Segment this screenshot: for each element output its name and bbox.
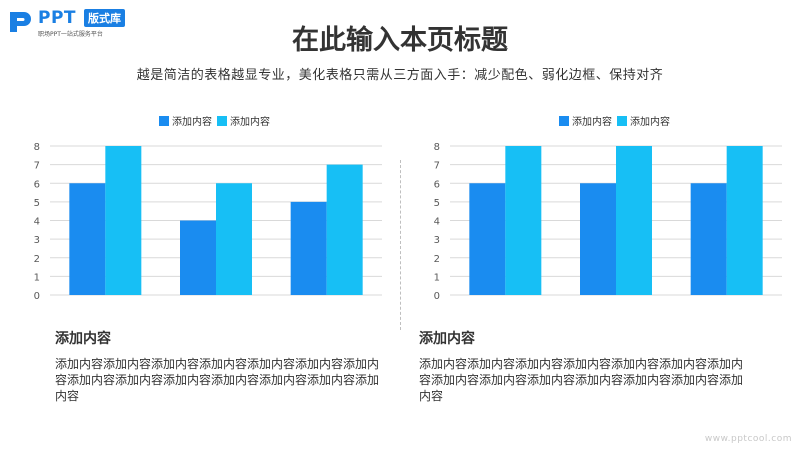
y-tick-label: 6 bbox=[34, 179, 40, 190]
y-tick-label: 3 bbox=[34, 235, 40, 246]
bar-series2 bbox=[216, 183, 252, 295]
text-block-body: 添加内容添加内容添加内容添加内容添加内容添加内容添加内容添加内容添加内容添加内容… bbox=[419, 357, 744, 403]
bar-chart-left: 添加内容 添加内容 0 1 2 3 4 5 6 7 8 bbox=[20, 110, 400, 310]
text-block-heading: 添加内容 bbox=[55, 331, 111, 347]
bar-series1 bbox=[580, 183, 616, 295]
legend-label: 添加内容 bbox=[230, 115, 270, 128]
bar-series1 bbox=[69, 183, 106, 295]
logo-tagline: 职场PPT一站式服务平台 bbox=[38, 31, 103, 38]
y-tick-label: 0 bbox=[434, 291, 440, 302]
text-block-body: 添加内容添加内容添加内容添加内容添加内容添加内容添加内容添加内容添加内容添加内容… bbox=[55, 357, 380, 403]
y-tick-label: 2 bbox=[434, 254, 440, 265]
watermark: www.pptcool.com bbox=[704, 434, 792, 444]
logo-brand-text: PPT bbox=[38, 8, 77, 28]
y-tick-label: 0 bbox=[34, 291, 40, 302]
legend-label: 添加内容 bbox=[630, 115, 670, 128]
bar-series1 bbox=[180, 220, 216, 295]
brand-logo: PPT 版式库 职场PPT一站式服务平台 bbox=[8, 8, 158, 38]
y-tick-label: 5 bbox=[34, 198, 40, 209]
bar-series2 bbox=[105, 146, 142, 295]
legend-swatch bbox=[217, 116, 227, 126]
legend-label: 添加内容 bbox=[572, 115, 612, 128]
logo-badge: 版式库 bbox=[84, 9, 125, 27]
y-tick-label: 2 bbox=[34, 254, 40, 265]
bar-series2 bbox=[616, 146, 652, 295]
page-title: 在此输入本页标题 bbox=[292, 25, 508, 56]
y-tick-label: 4 bbox=[434, 217, 440, 228]
text-block-right: 添加内容 添加内容添加内容添加内容添加内容添加内容添加内容添加内容添加内容添加内… bbox=[419, 328, 749, 404]
bar-chart-right: 添加内容 添加内容 0 1 2 3 4 5 6 7 8 bbox=[420, 110, 800, 310]
y-tick-label: 5 bbox=[434, 198, 440, 209]
bar-chart-right-svg: 添加内容 添加内容 0 1 2 3 4 5 6 7 8 bbox=[434, 115, 782, 302]
legend-swatch bbox=[559, 116, 569, 126]
legend-swatch bbox=[159, 116, 169, 126]
bar-chart-left-svg: 添加内容 添加内容 0 1 2 3 4 5 6 7 8 bbox=[34, 115, 382, 302]
y-tick-label: 7 bbox=[434, 161, 440, 172]
y-tick-label: 4 bbox=[34, 217, 40, 228]
logo-mark-icon bbox=[10, 12, 31, 32]
bar-series1 bbox=[469, 183, 506, 295]
y-tick-label: 3 bbox=[434, 235, 440, 246]
bar-series2 bbox=[326, 164, 363, 295]
bar-series2 bbox=[505, 146, 542, 295]
text-block-left: 添加内容 添加内容添加内容添加内容添加内容添加内容添加内容添加内容添加内容添加内… bbox=[55, 328, 385, 404]
y-tick-label: 1 bbox=[434, 272, 440, 283]
legend-swatch bbox=[617, 116, 627, 126]
y-tick-label: 6 bbox=[434, 179, 440, 190]
bar-series2 bbox=[726, 146, 763, 295]
bar-series1 bbox=[290, 201, 327, 295]
text-block-heading: 添加内容 bbox=[419, 331, 475, 347]
legend-label: 添加内容 bbox=[172, 115, 212, 128]
center-divider bbox=[400, 160, 401, 330]
bar-series1 bbox=[690, 183, 727, 295]
page-subtitle: 越是简洁的表格越显专业，美化表格只需从三方面入手：减少配色、弱化边框、保持对齐 bbox=[136, 68, 664, 83]
y-tick-label: 1 bbox=[34, 272, 40, 283]
y-tick-label: 8 bbox=[34, 142, 40, 153]
y-tick-label: 8 bbox=[434, 142, 440, 153]
y-tick-label: 7 bbox=[34, 161, 40, 172]
